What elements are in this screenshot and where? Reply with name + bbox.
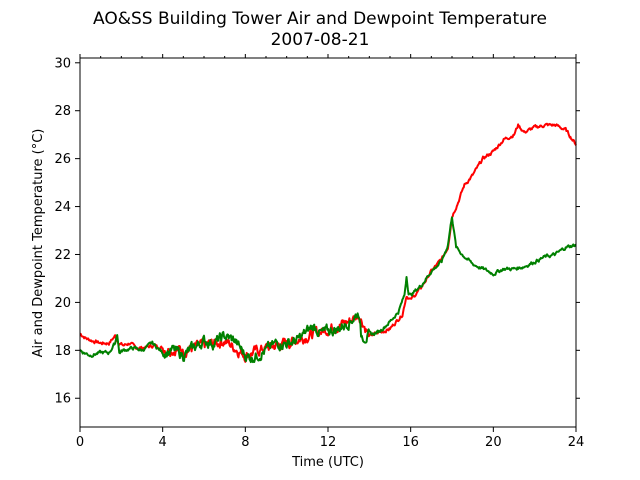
series-group xyxy=(79,122,577,364)
x-tick-label: 24 xyxy=(568,435,585,450)
y-tick-label: 18 xyxy=(54,344,71,359)
chart-subtitle: 2007-08-21 xyxy=(271,30,370,50)
x-tick-label: 16 xyxy=(402,435,419,450)
y-tick-label: 24 xyxy=(54,200,71,215)
series-line-dewpoint xyxy=(79,216,577,364)
y-axis-label: Air and Dewpoint Temperature (°C) xyxy=(31,129,46,358)
x-tick-label: 4 xyxy=(159,435,167,450)
x-tick-label: 12 xyxy=(320,435,337,450)
y-tick-label: 26 xyxy=(54,152,71,167)
x-tick-label: 0 xyxy=(76,435,84,450)
y-tick-label: 30 xyxy=(54,56,71,71)
x-tick-label: 8 xyxy=(241,435,249,450)
plot-area xyxy=(80,58,576,427)
series-line-air-temperature xyxy=(79,122,577,363)
x-tick-label: 20 xyxy=(485,435,502,450)
y-tick-label: 28 xyxy=(54,104,71,119)
y-tick-label: 16 xyxy=(54,392,71,407)
plot-frame xyxy=(79,57,577,428)
y-tick-label: 20 xyxy=(54,296,71,311)
ticks-group: 0 4 8 12 16 20 24 16 18 20 22 24 26 28 30 xyxy=(54,54,584,450)
chart-title: AO&SS Building Tower Air and Dewpoint Te… xyxy=(93,9,547,29)
y-tick-label: 22 xyxy=(54,248,71,263)
x-axis-label: Time (UTC) xyxy=(291,455,364,470)
